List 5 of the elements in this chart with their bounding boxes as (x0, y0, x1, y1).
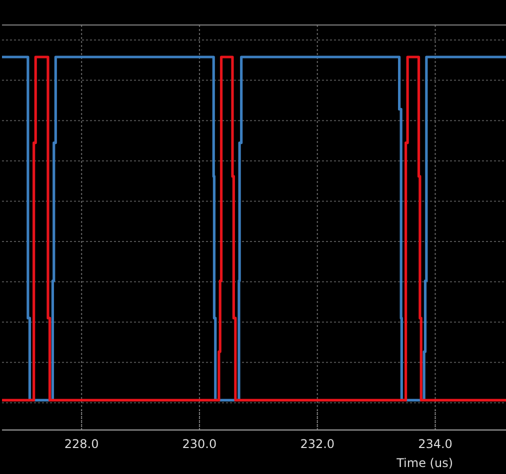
x-tick-label: 232.0 (300, 437, 335, 451)
x-axis-title: Time (us) (396, 456, 453, 470)
x-tick-label: 228.0 (64, 437, 99, 451)
x-tick-label: 234.0 (418, 437, 452, 451)
x-tick-label: 230.0 (182, 437, 217, 451)
